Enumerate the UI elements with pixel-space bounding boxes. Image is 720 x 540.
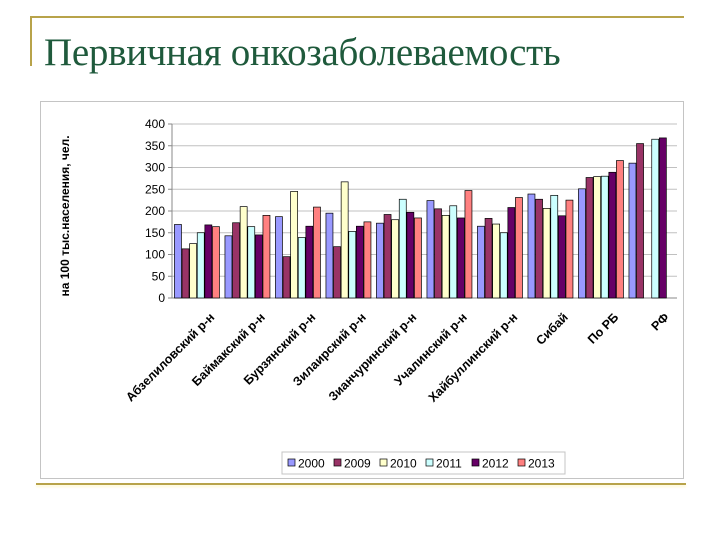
bar-2012 <box>557 215 566 299</box>
bar-2013 <box>414 217 422 299</box>
bar-2000 <box>275 216 283 299</box>
bar-2013 <box>313 206 321 299</box>
bar-2011 <box>398 198 407 299</box>
legend-label: 2009 <box>344 457 371 471</box>
bottom-decor-line <box>36 483 686 485</box>
bar-2000 <box>628 162 637 299</box>
bar-2010 <box>593 176 602 299</box>
bar-2010 <box>340 181 349 299</box>
legend-swatch-2013 <box>517 458 526 467</box>
legend-swatch-2000 <box>287 458 296 467</box>
bar-2011 <box>550 194 559 299</box>
bar-2010 <box>492 223 500 299</box>
y-tick-label: 350 <box>145 139 165 153</box>
y-tick-label: 200 <box>145 204 165 218</box>
bar-2011 <box>449 205 458 299</box>
y-axis-label: на 100 тыс.населения, чел. <box>58 135 72 296</box>
bar-2010 <box>441 214 450 299</box>
legend-swatch-2010 <box>379 458 388 467</box>
bar-2009 <box>585 177 594 299</box>
bar-2000 <box>174 224 182 299</box>
left-decor-line <box>30 16 32 66</box>
legend-swatch-2011 <box>425 458 434 467</box>
legend-swatch-2009 <box>333 458 342 467</box>
bar-2000 <box>376 222 384 299</box>
bar-2009 <box>232 222 240 299</box>
bar-2010 <box>239 206 248 299</box>
legend-label: 2010 <box>390 457 417 471</box>
bar-2009 <box>484 218 493 299</box>
bar-2000 <box>578 188 586 299</box>
x-category-label: Зианчуринский р-н <box>326 310 420 404</box>
bar-2000 <box>426 200 435 299</box>
bar-2011 <box>348 231 357 299</box>
bar-2009 <box>535 198 543 299</box>
y-tick-label: 250 <box>145 182 165 196</box>
bar-2009 <box>282 256 291 299</box>
bar-2012 <box>356 225 364 299</box>
legend-label: 2012 <box>482 457 509 471</box>
x-category-label: РФ <box>649 310 672 333</box>
y-tick-label: 50 <box>152 269 166 283</box>
bar-2010 <box>290 191 298 299</box>
x-category-label: По РБ <box>585 310 621 346</box>
bar-2012 <box>255 234 263 299</box>
x-category-label: Сибай <box>533 310 571 348</box>
chart-frame: 0 50 100 150 200 250 300 350 400 на 100 тыс.насел… <box>40 101 684 479</box>
bar-2009 <box>181 248 190 299</box>
bar-2000 <box>224 235 233 299</box>
bar-2000 <box>477 225 485 299</box>
bar-2000 <box>527 193 536 299</box>
legend-label: 2000 <box>298 457 325 471</box>
bar-2011 <box>651 138 660 299</box>
x-category-label: Абзелиловский р-н <box>123 310 217 404</box>
bar-2013 <box>363 221 372 299</box>
y-tick-label: 0 <box>158 291 165 305</box>
y-tick-label: 300 <box>145 161 165 175</box>
bar-2011 <box>499 232 508 299</box>
bar-2009 <box>333 246 341 299</box>
legend <box>281 451 566 475</box>
y-tick-label: 400 <box>145 117 165 131</box>
bar-chart: 0 50 100 150 200 250 300 350 400 на 100 тыс.насел… <box>58 117 677 475</box>
bar-2011 <box>196 232 205 299</box>
y-tick-label: 150 <box>145 226 165 240</box>
y-tick-label: 100 <box>145 248 165 262</box>
bar-2009 <box>636 143 644 299</box>
bar-2010 <box>391 219 399 299</box>
bar-2012 <box>204 224 213 299</box>
bar-2010 <box>189 243 197 299</box>
bar-2012 <box>406 211 415 299</box>
slide-title: Первичная онкозаболеваемость <box>44 31 561 74</box>
bar-2013 <box>212 226 220 299</box>
legend-label: 2011 <box>436 457 462 471</box>
bar-2011 <box>247 226 256 299</box>
legend-swatch-2012 <box>471 458 480 467</box>
top-decor-line <box>30 16 684 18</box>
bar-2011 <box>297 237 306 299</box>
bar-2013 <box>616 160 624 299</box>
bar-2000 <box>325 212 334 299</box>
bar-2012 <box>507 207 516 299</box>
bar-2011 <box>600 175 609 299</box>
bar-2013 <box>565 199 574 299</box>
bar-2013 <box>262 214 271 299</box>
legend-label: 2013 <box>528 457 555 471</box>
bar-2012 <box>457 217 465 299</box>
bar-2009 <box>383 214 392 299</box>
bar-2012 <box>658 137 667 299</box>
bar-2012 <box>608 171 617 299</box>
bar-2009 <box>434 208 442 299</box>
x-category-label: Хайбуллинский р-н <box>426 310 521 405</box>
bar-2013 <box>464 190 473 299</box>
bar-2013 <box>515 197 523 299</box>
bar-2010 <box>542 208 551 299</box>
bar-2012 <box>305 225 314 299</box>
